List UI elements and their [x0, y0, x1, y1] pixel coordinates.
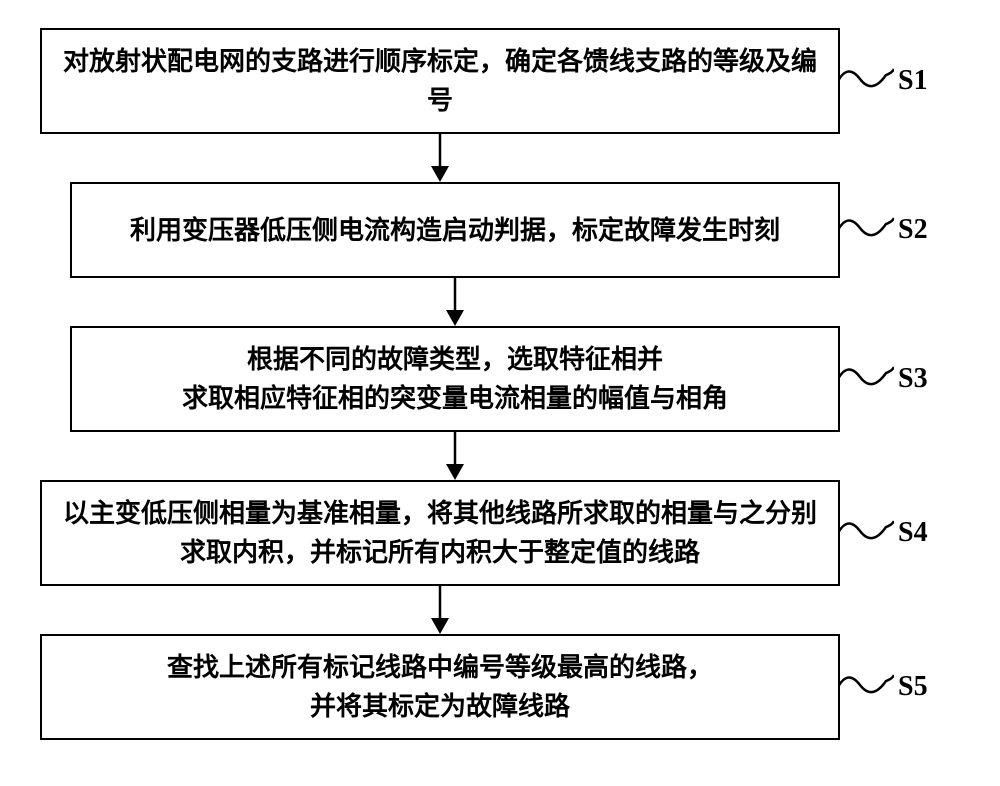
step-label-s2: S2	[898, 214, 928, 246]
flow-arrow	[70, 278, 840, 326]
step-row-s2: 利用变压器低压侧电流构造启动判据，标定故障发生时刻 S2	[40, 182, 960, 278]
step-label-s4: S4	[898, 517, 928, 549]
flow-arrow	[70, 432, 840, 480]
step-row-s1: 对放射状配电网的支路进行顺序标定，确定各馈线支路的等级及编号 S1	[40, 28, 960, 134]
step-box-s2: 利用变压器低压侧电流构造启动判据，标定故障发生时刻	[70, 182, 840, 278]
step-label-s1: S1	[898, 65, 928, 97]
step-label-connector: S2	[838, 210, 958, 250]
flowchart-container: 对放射状配电网的支路进行顺序标定，确定各馈线支路的等级及编号 S1 利用变压器低压侧…	[40, 28, 960, 740]
step-label-connector: S5	[838, 667, 958, 707]
step-label-connector: S3	[838, 359, 958, 399]
step-box-s5: 查找上述所有标记线路中编号等级最高的线路， 并将其标定为故障线路	[40, 634, 840, 740]
step-row-s4: 以主变低压侧相量为基准相量，将其他线路所求取的相量与之分别 求取内积，并标记所有…	[40, 480, 960, 586]
flow-arrow	[40, 586, 840, 634]
step-box-s1: 对放射状配电网的支路进行顺序标定，确定各馈线支路的等级及编号	[40, 28, 840, 134]
step-row-s3: 根据不同的故障类型，选取特征相并 求取相应特征相的突变量电流相量的幅值与相角 S3	[40, 326, 960, 432]
step-box-s4: 以主变低压侧相量为基准相量，将其他线路所求取的相量与之分别 求取内积，并标记所有…	[40, 480, 840, 586]
step-label-s5: S5	[898, 671, 928, 703]
step-label-connector: S4	[838, 513, 958, 553]
flow-arrow	[40, 134, 840, 182]
step-label-connector: S1	[838, 61, 958, 101]
step-label-s3: S3	[898, 363, 928, 395]
step-box-s3: 根据不同的故障类型，选取特征相并 求取相应特征相的突变量电流相量的幅值与相角	[70, 326, 840, 432]
step-row-s5: 查找上述所有标记线路中编号等级最高的线路， 并将其标定为故障线路 S5	[40, 634, 960, 740]
